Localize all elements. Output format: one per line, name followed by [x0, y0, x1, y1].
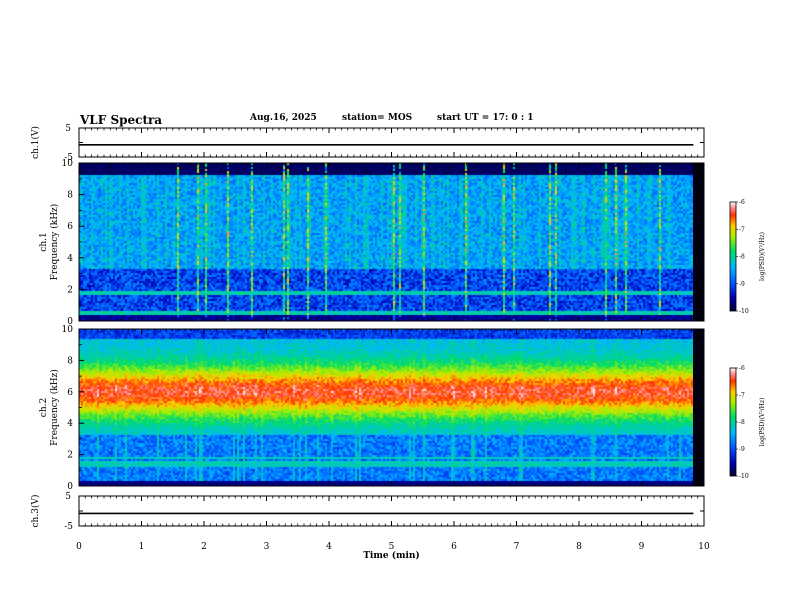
frequency-tick-label: 4 — [67, 419, 73, 429]
colorbar-tick-label: -9 — [739, 281, 745, 288]
time-tick-label: 1 — [139, 542, 145, 552]
ch1-ytick-top: 5 — [65, 124, 71, 134]
ch1-spectrogram-ytick-labels: 0 2 4 6 8 10 — [62, 159, 74, 327]
spectrogram-ylabel-line: Frequency (kHz) — [49, 369, 60, 446]
time-tick-label: 5 — [389, 542, 395, 552]
time-axis-tick-labels: 0 1 2 3 4 5 6 7 8 9 10 — [76, 542, 710, 552]
colorbar-tick-label: -10 — [739, 308, 749, 315]
ch2-spectrogram-image — [79, 329, 693, 486]
time-tick-label: 9 — [639, 542, 645, 552]
ch1-colorbar-label: log(PSD)(V²/Hz) — [759, 232, 766, 281]
time-tick-label: 2 — [201, 542, 207, 552]
time-tick-label: 7 — [514, 542, 520, 552]
ch1-waveform-panel: 5 -5 ch.1(V) — [30, 124, 705, 163]
frequency-tick-label: 0 — [67, 482, 73, 492]
frequency-tick-label: 4 — [67, 254, 73, 264]
colorbar-tick-label: -6 — [739, 365, 745, 372]
colorbar-tick-label: -6 — [739, 199, 745, 206]
colorbar-tick-label: -8 — [739, 419, 745, 426]
spectrogram-ylabel-line: ch.1 — [39, 232, 49, 251]
colorbar-tick-label: -8 — [739, 254, 745, 261]
ch1-spectrogram-image — [79, 163, 693, 321]
frequency-tick-label: 8 — [67, 356, 73, 366]
ch3-waveform-ylabel: ch.3(V) — [30, 495, 41, 528]
frequency-tick-label: 2 — [67, 451, 73, 461]
ch1-waveform-ticks — [78, 127, 705, 158]
station-label: station= MOS — [342, 113, 413, 123]
date-label: Aug.16, 2025 — [250, 113, 317, 123]
ch3-ytick-bottom: -5 — [64, 522, 73, 532]
ch1-colorbar-scale — [729, 201, 737, 312]
ch1-spectrogram-ticks — [78, 162, 705, 322]
time-tick-label: 3 — [264, 542, 270, 552]
time-tick-label: 4 — [326, 542, 332, 552]
colorbar-tick-label: -10 — [739, 473, 749, 480]
colorbar-tick-label: -9 — [739, 446, 745, 453]
ch2-colorbar-tick-labels: -6 -7 -8 -9 -10 — [736, 365, 749, 480]
ch2-colorbar-scale — [729, 367, 737, 477]
ch1-colorbar-tick-labels: -6 -7 -8 -9 -10 — [736, 199, 749, 315]
frequency-tick-label: 2 — [67, 285, 73, 295]
ch1-waveform-ylabel: ch.1(V) — [30, 126, 41, 159]
frequency-tick-label: 10 — [62, 325, 74, 335]
colorbar-tick-label: -7 — [739, 392, 745, 399]
start-time-label: start UT = 17: 0 : 1 — [437, 113, 534, 123]
colorbar-tick-label: -7 — [739, 226, 745, 233]
ch2-spectrogram-ytick-labels: 0 2 4 6 8 10 — [62, 325, 74, 492]
spectrogram-raster — [79, 163, 693, 321]
ch3-waveform-ticks — [78, 496, 705, 526]
frequency-tick-label: 10 — [62, 159, 74, 169]
ch1-ytick-bottom: -5 — [64, 153, 73, 163]
ch1-colorbar: -6 -7 -8 -9 -10 log(PSD)(V²/Hz) — [729, 199, 766, 315]
ch3-waveform-panel: 5 -5 ch.3(V) 0 1 2 3 4 5 6 7 8 9 10 Time (min) — [30, 492, 710, 561]
frequency-tick-label: 6 — [67, 388, 73, 398]
time-tick-label: 6 — [451, 542, 457, 552]
frequency-tick-label: 8 — [67, 191, 73, 201]
frequency-tick-label: 0 — [67, 317, 73, 327]
ch2-colorbar: -6 -7 -8 -9 -10 log(PSD)(V²/Hz) — [729, 365, 766, 480]
chart-title: VLF Spectra — [80, 113, 163, 127]
ch1-spectrogram-panel: 0 2 4 6 8 10 ch.1 Frequency (kHz) — [39, 159, 705, 327]
ch2-colorbar-label: log(PSD)(V²/Hz) — [759, 398, 766, 447]
spectrogram-ylabel-line: ch.2 — [39, 398, 49, 417]
ch2-spectrogram-panel: 0 2 4 6 8 10 ch.2 Frequency (kHz) — [39, 325, 705, 527]
spectrogram-raster — [79, 329, 693, 486]
time-tick-label: 0 — [76, 542, 82, 552]
ch3-ytick-top: 5 — [65, 492, 71, 502]
time-tick-label: 10 — [698, 542, 710, 552]
time-tick-label: 8 — [576, 542, 582, 552]
time-axis-label: Time (min) — [363, 550, 420, 561]
spectrogram-ylabel-line: Frequency (kHz) — [49, 204, 60, 281]
frequency-tick-label: 6 — [67, 222, 73, 232]
